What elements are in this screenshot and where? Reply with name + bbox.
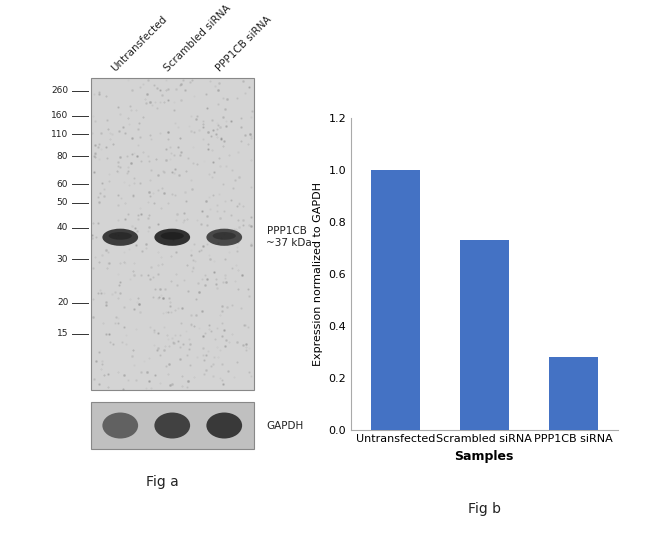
Text: 40: 40 bbox=[57, 223, 68, 233]
Text: Untransfected: Untransfected bbox=[110, 14, 170, 74]
Text: 15: 15 bbox=[57, 329, 68, 338]
Ellipse shape bbox=[109, 232, 132, 240]
Ellipse shape bbox=[103, 412, 138, 439]
Bar bbox=[371, 170, 420, 430]
Text: 160: 160 bbox=[51, 111, 68, 120]
Text: 50: 50 bbox=[57, 199, 68, 207]
Bar bbox=[460, 240, 509, 430]
Ellipse shape bbox=[161, 232, 184, 240]
Ellipse shape bbox=[206, 412, 242, 439]
Bar bbox=[91, 402, 254, 449]
Ellipse shape bbox=[103, 229, 138, 246]
Bar bbox=[91, 78, 254, 390]
Text: 260: 260 bbox=[51, 86, 68, 95]
Bar bbox=[549, 357, 597, 430]
X-axis label: Samples: Samples bbox=[454, 450, 514, 463]
Text: 20: 20 bbox=[57, 298, 68, 307]
Ellipse shape bbox=[155, 229, 190, 246]
Ellipse shape bbox=[213, 232, 236, 240]
Text: Scrambled siRNA: Scrambled siRNA bbox=[162, 3, 232, 74]
Text: 110: 110 bbox=[51, 130, 68, 139]
Text: GAPDH: GAPDH bbox=[266, 420, 304, 431]
Text: 80: 80 bbox=[57, 151, 68, 161]
Text: 30: 30 bbox=[57, 255, 68, 264]
Text: 60: 60 bbox=[57, 180, 68, 188]
Text: PPP1CB siRNA: PPP1CB siRNA bbox=[214, 14, 273, 74]
Ellipse shape bbox=[206, 229, 242, 246]
Text: PPP1CB
~37 kDa: PPP1CB ~37 kDa bbox=[266, 227, 312, 248]
Text: Fig b: Fig b bbox=[468, 502, 500, 516]
Y-axis label: Expression normalized to GAPDH: Expression normalized to GAPDH bbox=[313, 182, 323, 366]
Text: Fig a: Fig a bbox=[146, 475, 179, 489]
Ellipse shape bbox=[155, 412, 190, 439]
